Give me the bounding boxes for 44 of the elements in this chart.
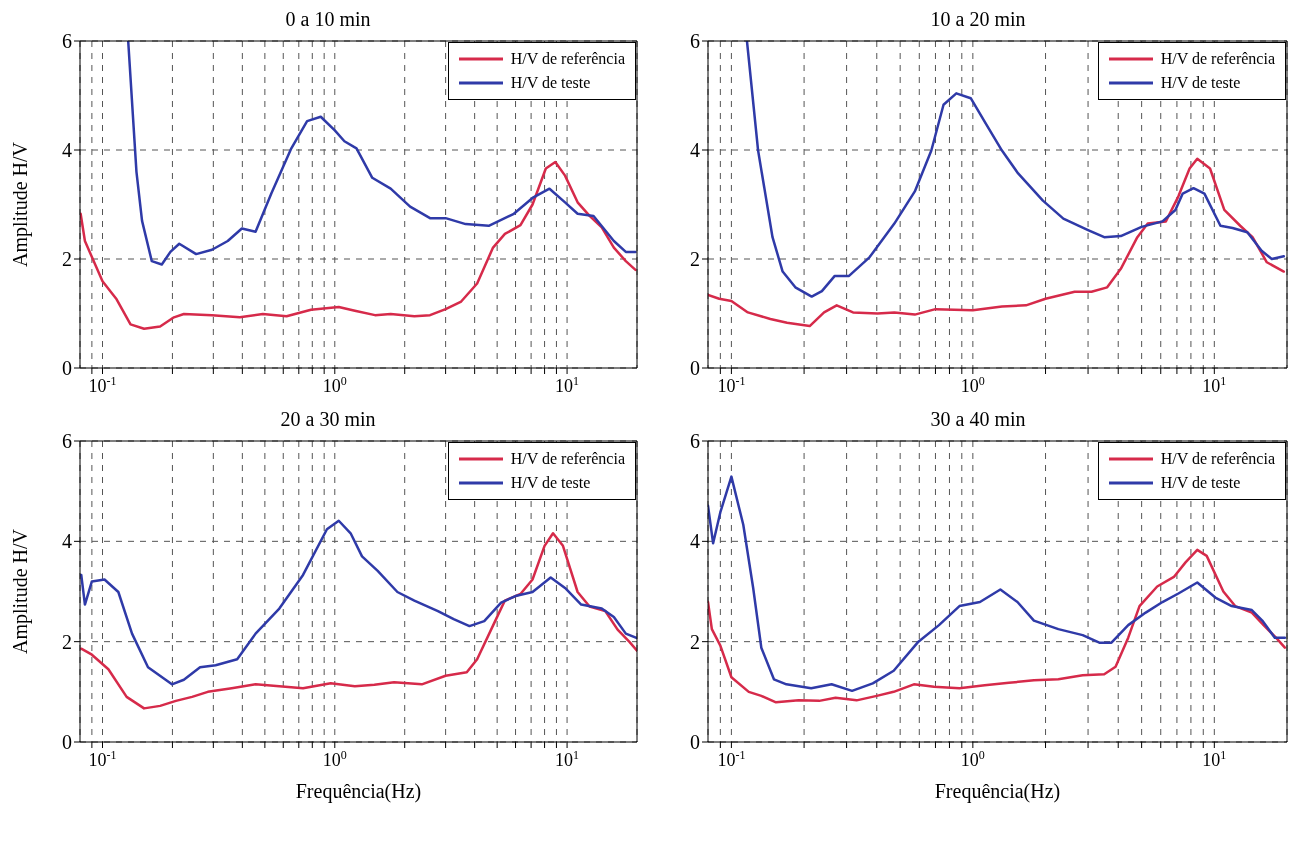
x-axis-title: Frequência(Hz) xyxy=(934,780,1061,803)
chart-title: 20 a 30 min xyxy=(279,408,377,432)
y-tick-label: 6 xyxy=(62,430,72,453)
y-tick-label: 6 xyxy=(690,430,700,453)
y-tick-label: 4 xyxy=(690,530,700,553)
x-tick-label: 10$^{1}$ xyxy=(1202,374,1227,396)
y-tick-label: 0 xyxy=(62,357,72,380)
y-tick-label: 2 xyxy=(690,248,700,271)
legend-label: H/V de referência xyxy=(510,449,625,469)
legend-label: H/V de referência xyxy=(510,49,625,69)
y-axis-title: Amplitude H/V xyxy=(9,141,33,267)
chart-title: 0 a 10 min xyxy=(284,8,372,32)
x-tick-label: 10$^{0}$ xyxy=(322,748,347,770)
x-tick-label: 10$^{-1}$ xyxy=(717,748,746,770)
y-tick-label: 0 xyxy=(690,731,700,754)
y-tick-label: 0 xyxy=(690,357,700,380)
y-tick-label: 4 xyxy=(62,139,72,162)
x-tick-label: 10$^{1}$ xyxy=(555,748,580,770)
x-tick-label: 10$^{-1}$ xyxy=(88,748,117,770)
y-tick-label: 6 xyxy=(690,30,700,53)
x-tick-label: 10$^{-1}$ xyxy=(717,374,746,396)
x-tick-label: 10$^{1}$ xyxy=(555,374,580,396)
x-tick-label: 10$^{0}$ xyxy=(960,748,985,770)
legend-label: H/V de referência xyxy=(1160,49,1275,69)
x-tick-label: 10$^{1}$ xyxy=(1202,748,1227,770)
x-axis-title: Frequência(Hz) xyxy=(295,780,422,803)
y-tick-label: 4 xyxy=(690,139,700,162)
chart-title: 30 a 40 min xyxy=(929,408,1027,432)
y-tick-label: 0 xyxy=(62,731,72,754)
y-tick-label: 2 xyxy=(62,630,72,653)
y-axis-title: Amplitude H/V xyxy=(9,528,33,654)
legend-label: H/V de teste xyxy=(1160,473,1241,493)
x-tick-label: 10$^{-1}$ xyxy=(88,374,117,396)
legend-label: H/V de teste xyxy=(1160,73,1241,93)
y-tick-label: 2 xyxy=(690,630,700,653)
legend-label: H/V de teste xyxy=(510,473,591,493)
legend-label: H/V de referência xyxy=(1160,449,1275,469)
y-tick-label: 2 xyxy=(62,248,72,271)
legend-label: H/V de teste xyxy=(510,73,591,93)
y-tick-label: 6 xyxy=(62,30,72,53)
x-tick-label: 10$^{0}$ xyxy=(322,374,347,396)
y-tick-label: 4 xyxy=(62,530,72,553)
chart-title: 10 a 20 min xyxy=(929,8,1027,32)
x-tick-label: 10$^{0}$ xyxy=(960,374,985,396)
